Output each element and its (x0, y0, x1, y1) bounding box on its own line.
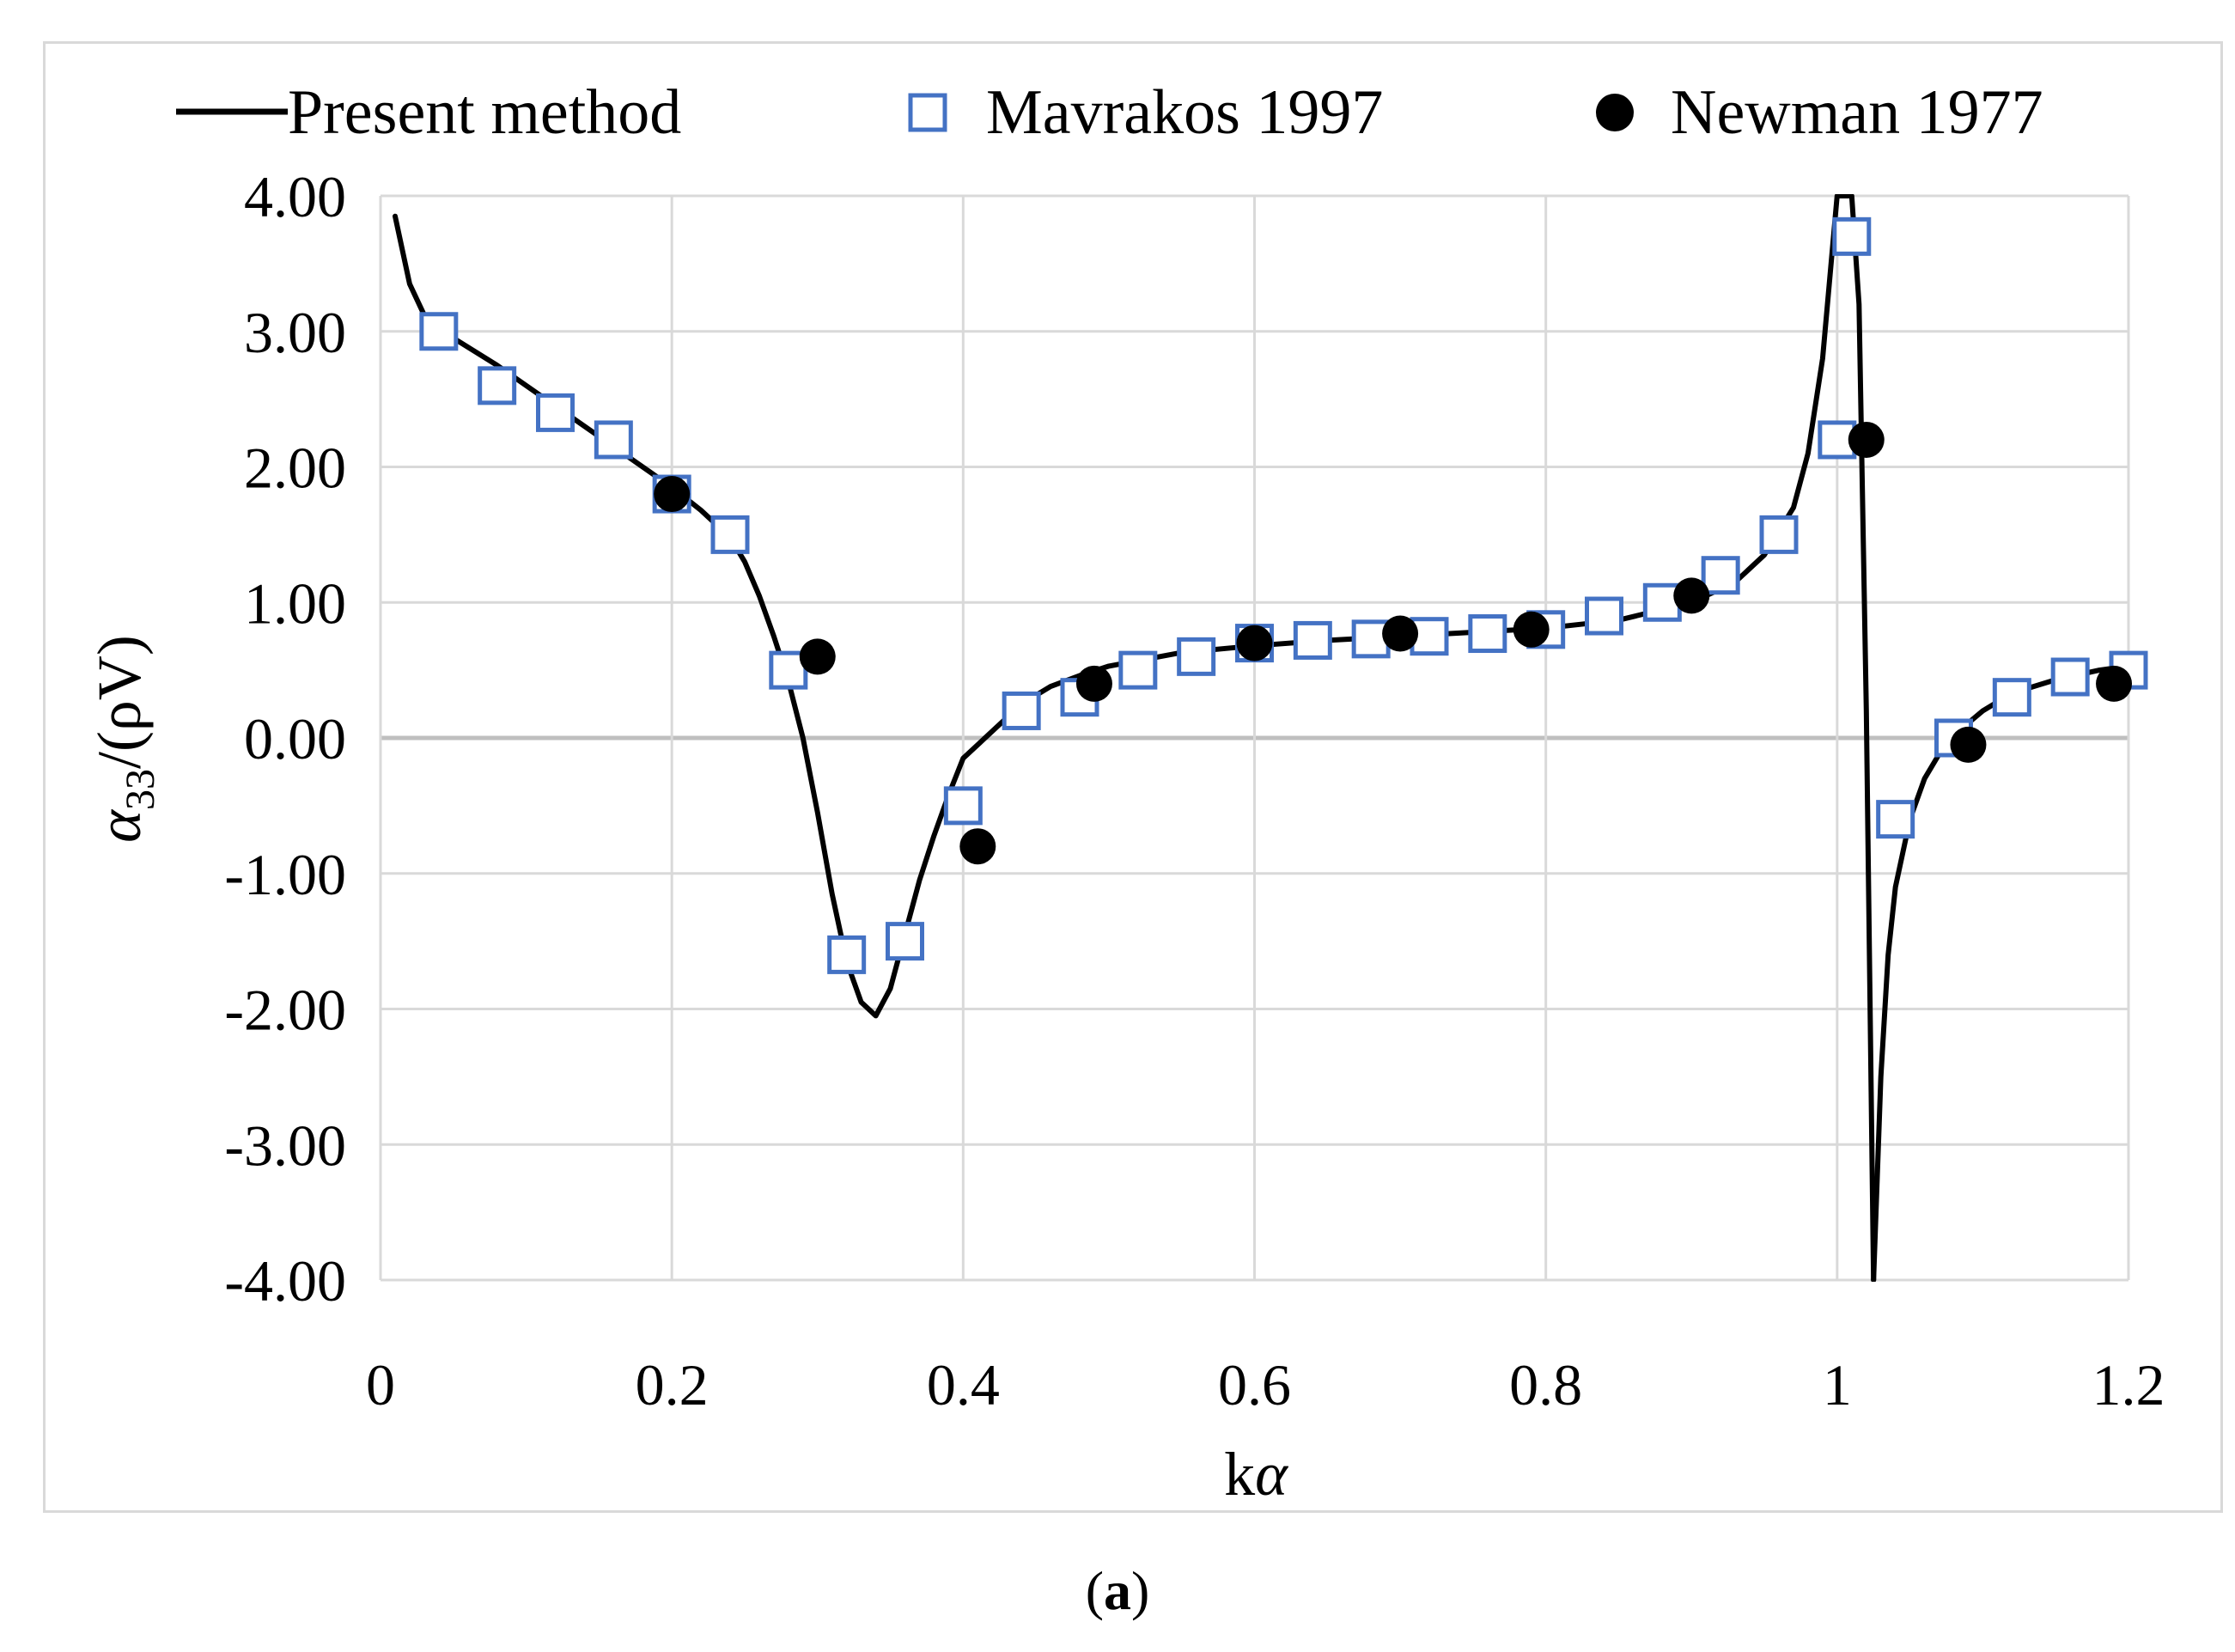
y-tick-label: 1.00 (244, 570, 346, 636)
newman-point (799, 638, 836, 675)
legend-label-mavrakos: Mavrakos 1997 (986, 77, 1383, 148)
marker-layer (419, 216, 2148, 974)
y-tick-label: 3.00 (244, 300, 346, 365)
y-tick-label: 2.00 (244, 436, 346, 501)
mavrakos-point (886, 922, 924, 961)
mavrakos-point (710, 515, 750, 554)
mavrakos-point (943, 786, 983, 826)
newman-point (1075, 665, 1112, 702)
newman-point (959, 828, 996, 865)
mavrakos-point (1759, 515, 1799, 554)
y-tick-labels: 4.00 3.00 2.00 1.00 0.00 -1.00 -2.00 -3.00 -4.00 (224, 164, 346, 1314)
mavrakos-point (478, 366, 517, 405)
y-axis-title-rest: /(ρV) (85, 635, 154, 769)
mavrakos-point (1876, 800, 1915, 839)
y-axis-title-subscript: 33 (118, 769, 163, 810)
y-tick-label: -3.00 (224, 1113, 346, 1178)
caption-letter: a (1104, 1560, 1131, 1621)
x-tick-label: 0.6 (1218, 1352, 1291, 1417)
newman-point (1513, 611, 1550, 648)
newman-point (1236, 625, 1273, 661)
legend-dot-swatch (1596, 94, 1634, 131)
chart-frame (43, 41, 2223, 1513)
mavrakos-point (1118, 650, 1158, 690)
caption-close-paren: ) (1131, 1560, 1150, 1621)
mavrakos-point (1585, 596, 1623, 636)
mavrakos-point (2050, 657, 2090, 697)
mavrakos-point (419, 312, 459, 351)
series-line-present-method (1871, 663, 2128, 1282)
y-axis-title: α33/(ρV) (85, 635, 163, 843)
x-tick-label: 0.4 (927, 1352, 1000, 1417)
newman-point (2096, 665, 2133, 702)
newman-point (1673, 577, 1710, 614)
mavrakos-point (594, 420, 633, 460)
y-tick-label: 0.00 (244, 706, 346, 771)
legend-label-present-method: Present method (288, 77, 681, 148)
caption-open-paren: ( (1085, 1560, 1104, 1621)
newman-point (654, 476, 691, 513)
mavrakos-point (1468, 614, 1507, 654)
newman-point (1382, 615, 1419, 652)
mavrakos-point (1832, 216, 1872, 256)
y-tick-label: 4.00 (244, 164, 346, 229)
x-tick-label: 0.8 (1509, 1352, 1582, 1417)
x-tick-label: 1.2 (2092, 1352, 2165, 1417)
y-tick-label: -4.00 (224, 1248, 346, 1314)
newman-point (1848, 421, 1885, 458)
mavrakos-point (1293, 620, 1332, 660)
mavrakos-point (1992, 678, 2031, 717)
mavrakos-point (536, 393, 575, 432)
x-tick-label: 0.2 (636, 1352, 709, 1417)
y-tick-label: -1.00 (224, 842, 346, 907)
legend-square-swatch (908, 93, 947, 132)
figure-caption: (a) (0, 1559, 2235, 1623)
grid-layer (379, 194, 2130, 1282)
mavrakos-point (1177, 637, 1216, 676)
newman-point (1950, 726, 1987, 763)
mavrakos-point (827, 935, 867, 974)
legend-label-newman: Newman 1977 (1671, 77, 2043, 148)
y-axis-title-alpha: α (85, 809, 154, 843)
x-tick-labels: 0 0.2 0.4 0.6 0.8 1 1.2 (366, 1352, 2165, 1417)
y-tick-label: -2.00 (224, 978, 346, 1043)
legend: Present method Mavrakos 1997 Newman 1977 (176, 77, 2043, 148)
x-tick-label: 1 (1823, 1352, 1852, 1417)
mavrakos-point (1002, 691, 1041, 730)
x-axis-title: kα (1224, 1440, 1288, 1509)
x-axis-title-italic: α (1255, 1440, 1288, 1509)
x-tick-label: 0 (366, 1352, 395, 1417)
mavrakos-point (1701, 556, 1740, 595)
x-axis-title-main: k (1224, 1440, 1255, 1509)
